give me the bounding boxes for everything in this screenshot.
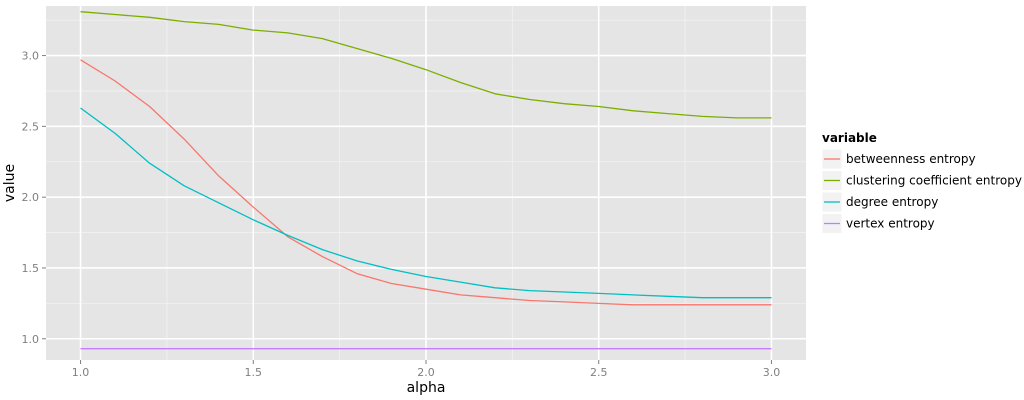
x-tick-label: 2.5: [590, 366, 608, 379]
y-tick-label: 2.5: [22, 120, 40, 133]
legend-label-betweenness-entropy: betweenness entropy: [846, 152, 976, 166]
x-axis-ticks: 1.0 1.5 2.0 2.5 3.0: [72, 360, 780, 379]
legend: variable betweenness entropy clustering c…: [821, 131, 1022, 234]
x-axis-title: alpha: [407, 380, 446, 396]
major-gridlines: [46, 6, 806, 360]
x-tick-label: 1.0: [72, 366, 90, 379]
series-line-degree-entropy: [80, 107, 772, 299]
legend-items: betweenness entropy clustering coefficien…: [821, 148, 1022, 234]
series-line-betweenness-entropy: [80, 59, 772, 306]
y-tick-label: 2.0: [22, 191, 40, 204]
legend-label-degree-entropy: degree entropy: [846, 195, 938, 209]
y-tick-label: 1.0: [22, 333, 40, 346]
y-axis-title: value: [2, 164, 18, 202]
legend-title: variable: [822, 131, 877, 145]
x-tick-label: 1.5: [245, 366, 263, 379]
series-lines: [80, 11, 772, 350]
y-tick-label: 1.5: [22, 262, 40, 275]
y-tick-label: 3.0: [22, 50, 40, 63]
x-tick-label: 3.0: [763, 366, 781, 379]
series-line-clustering-coefficient-entropy: [80, 11, 772, 119]
legend-label-vertex-entropy: vertex entropy: [846, 217, 935, 231]
y-axis-ticks: 1.0 1.5 2.0 2.5 3.0: [22, 50, 46, 346]
legend-label-clustering-coefficient-entropy: clustering coefficient entropy: [846, 174, 1022, 188]
x-tick-label: 2.0: [417, 366, 435, 379]
